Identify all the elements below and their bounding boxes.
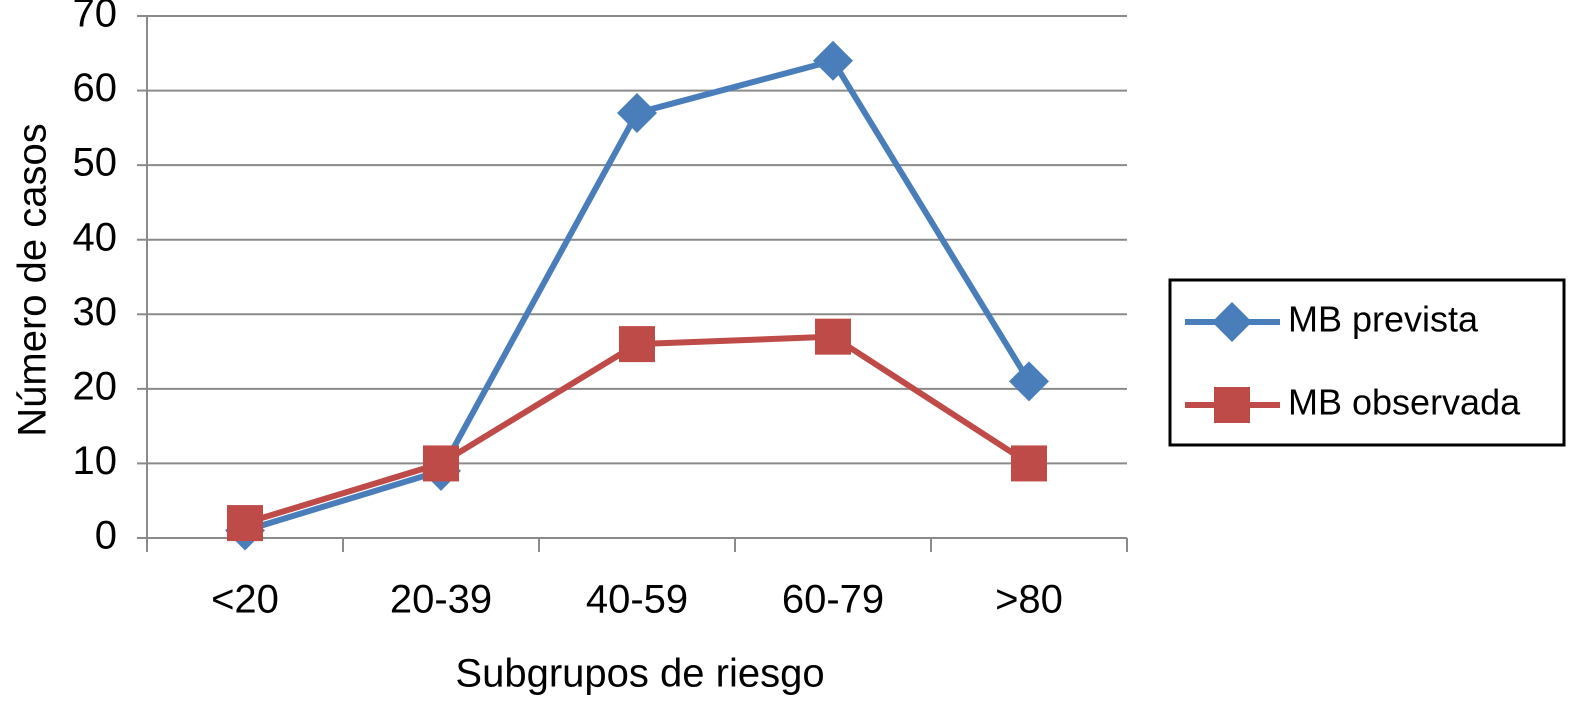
legend-label: MB prevista	[1288, 299, 1479, 340]
data-point	[617, 92, 657, 133]
legend-marker	[1214, 387, 1250, 423]
y-tick-label: 10	[73, 439, 118, 483]
data-point	[619, 326, 655, 363]
y-tick-label: 70	[73, 0, 118, 36]
y-axis-title: Número de casos	[11, 123, 55, 436]
legend-label: MB observada	[1288, 382, 1521, 423]
data-point	[815, 318, 851, 355]
y-tick-label: 60	[73, 66, 118, 110]
x-tick-label: 60-79	[782, 578, 884, 622]
x-tick-label: <20	[211, 578, 279, 622]
x-tick-label: 40-59	[586, 578, 688, 622]
data-point	[423, 445, 459, 482]
x-tick-label: 20-39	[390, 578, 492, 622]
data-point	[227, 505, 263, 542]
y-tick-label: 40	[73, 215, 118, 259]
legend-marker	[1212, 302, 1252, 342]
data-point	[1009, 361, 1049, 402]
y-tick-label: 0	[95, 514, 117, 558]
x-tick-label: >80	[995, 578, 1063, 622]
y-tick-label: 50	[73, 141, 118, 185]
y-tick-label: 20	[73, 364, 118, 408]
x-axis-title: Subgrupos de riesgo	[455, 652, 824, 696]
data-point	[1011, 445, 1047, 482]
y-tick-label: 30	[73, 290, 118, 334]
data-point	[813, 40, 853, 81]
